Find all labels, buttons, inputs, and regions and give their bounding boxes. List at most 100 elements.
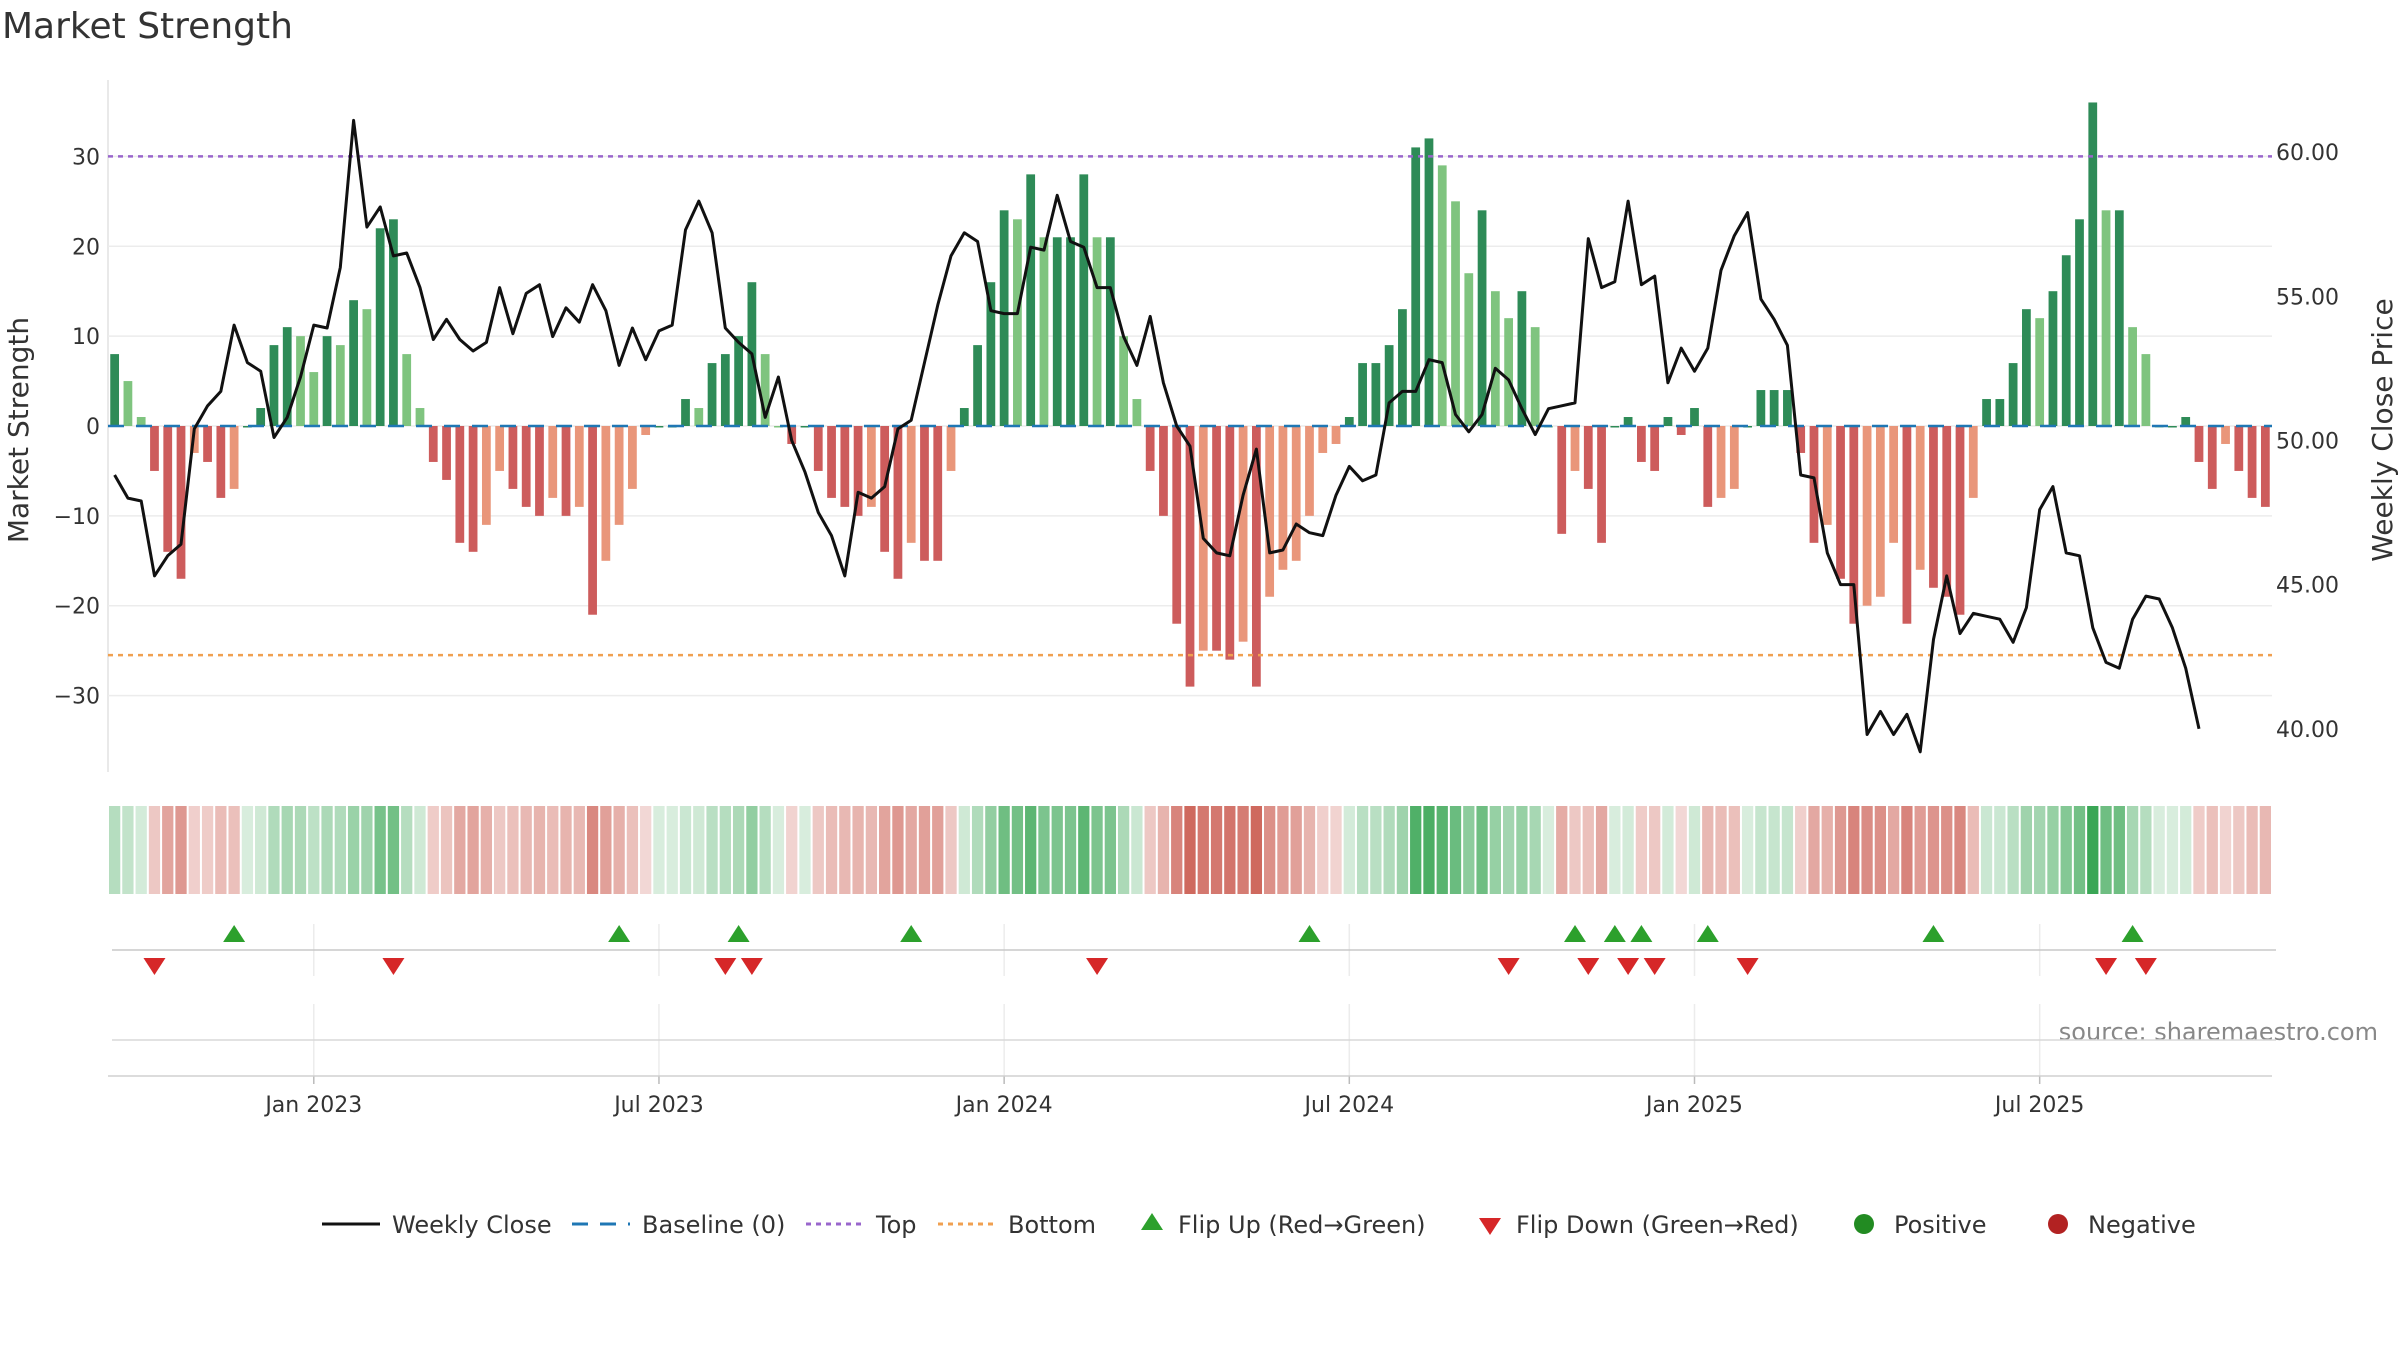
strength-bar: [1344, 417, 1354, 426]
weekly-close-series: [113, 118, 2201, 754]
strength-bar: [229, 426, 239, 489]
heat-cell: [573, 806, 585, 894]
strength-bar: [1955, 426, 1965, 615]
strength-bar: [1915, 426, 1925, 570]
strength-bar: [2061, 255, 2071, 426]
heat-cell: [294, 806, 307, 894]
heat-cell: [2073, 806, 2086, 894]
y-right-tick-label: 50.00: [2276, 429, 2339, 454]
heat-cell: [2233, 806, 2245, 894]
heat-cell: [746, 806, 758, 894]
heat-cell: [2180, 806, 2192, 894]
heat-cell: [1542, 806, 1555, 894]
heat-cell: [308, 806, 320, 894]
strength-bar: [827, 426, 836, 498]
legend-label: Weekly Close: [392, 1211, 552, 1239]
strength-bar: [1849, 426, 1859, 624]
x-tick-label: Jan 2024: [954, 1093, 1053, 1118]
flip-markers: [108, 925, 2276, 1077]
heat-cell: [1927, 806, 1940, 894]
strength-bar: [920, 426, 929, 561]
heat-cell: [135, 806, 147, 894]
strength-bar: [1968, 426, 1978, 498]
strength-bars: [110, 102, 2270, 687]
heat-cell: [839, 806, 851, 894]
strength-bar: [415, 408, 425, 426]
heat-cell: [1131, 806, 1143, 894]
heat-cell: [334, 806, 346, 894]
legend-swatch-flip-up: [1141, 1213, 1163, 1230]
heat-cell: [1011, 806, 1024, 894]
heat-cell: [1702, 806, 1714, 894]
heat-cell: [1396, 806, 1409, 894]
strength-bar: [986, 282, 996, 426]
heat-cell: [812, 806, 824, 894]
heat-cell: [679, 806, 692, 894]
legend-label: Flip Down (Green→Red): [1516, 1211, 1799, 1239]
strength-bar: [176, 426, 186, 579]
strength-bar: [2247, 426, 2257, 498]
heat-cell: [1635, 806, 1648, 894]
flip-up-marker: [2121, 925, 2144, 942]
heat-cell: [1834, 806, 1847, 894]
strength-bar: [561, 426, 571, 516]
strength-bar: [1783, 390, 1792, 426]
strength-bar: [574, 426, 584, 507]
strength-bar: [1039, 237, 1049, 426]
heat-cell: [467, 806, 479, 894]
strength-bar: [2022, 309, 2031, 426]
strength-bar: [521, 426, 531, 507]
heat-cell: [201, 806, 214, 894]
flip-down-marker: [1497, 958, 1520, 975]
flip-up-marker: [608, 925, 631, 942]
strength-bar: [2114, 210, 2124, 426]
heat-cell: [1595, 806, 1608, 894]
heat-cell: [1901, 806, 1913, 894]
strength-bar: [362, 309, 372, 426]
heat-cell: [1715, 806, 1727, 894]
heat-cell: [2166, 806, 2179, 894]
heat-cell: [825, 806, 838, 894]
strength-bar: [269, 345, 279, 426]
heat-cell: [414, 806, 426, 894]
heat-cell: [958, 806, 970, 894]
heat-cell: [148, 806, 161, 894]
heat-cell: [2087, 806, 2099, 894]
flip-up-marker: [1564, 925, 1587, 942]
strength-bar: [1729, 426, 1739, 489]
heat-cell: [255, 806, 267, 894]
strength-bar: [654, 426, 664, 428]
heat-cell: [2047, 806, 2059, 894]
x-tick-label: Jan 2025: [1644, 1093, 1743, 1118]
heat-cell: [666, 806, 678, 894]
heat-cell: [799, 806, 811, 894]
strength-bar: [866, 426, 876, 507]
strength-bar: [1504, 318, 1514, 426]
strength-bar: [1013, 219, 1022, 426]
strength-bar: [588, 426, 597, 615]
heat-cell: [732, 806, 745, 894]
heat-cell: [215, 806, 227, 894]
heat-cell: [560, 806, 572, 894]
heat-cell: [401, 806, 413, 894]
flip-up-marker: [1298, 925, 1321, 942]
left-axis-title: Market Strength: [2, 317, 35, 543]
heat-cell: [1941, 806, 1953, 894]
heat-cell: [1330, 806, 1342, 894]
heat-cell: [719, 806, 731, 894]
strength-bar: [349, 300, 358, 426]
heat-cell: [162, 806, 174, 894]
strength-bar: [136, 417, 146, 426]
strength-bar: [1265, 426, 1275, 597]
heat-cell: [640, 806, 652, 894]
y-right-tick-label: 60.00: [2276, 141, 2339, 166]
strength-bar: [1690, 408, 1699, 426]
strength-bar: [322, 336, 332, 426]
heat-cell: [918, 806, 931, 894]
strength-bar: [760, 354, 770, 426]
strength-bar: [1477, 210, 1487, 426]
strength-bar: [1424, 138, 1434, 426]
strength-bar: [1331, 426, 1341, 444]
strength-bar: [1490, 291, 1500, 426]
